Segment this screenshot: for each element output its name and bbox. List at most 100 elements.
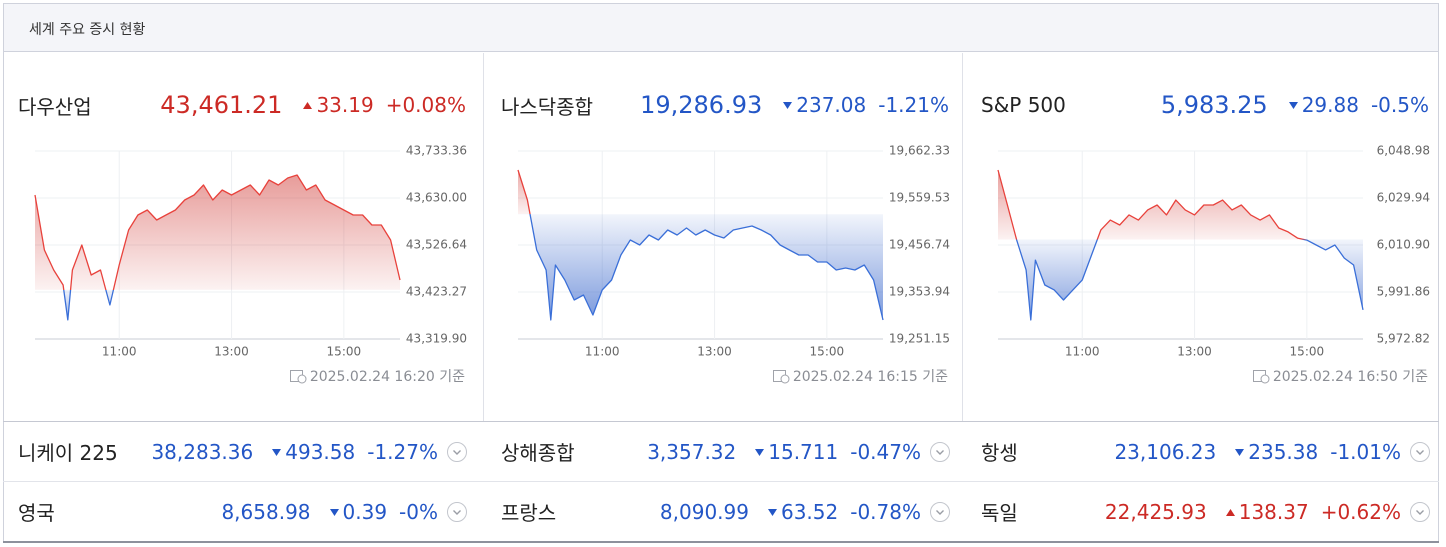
chevron <box>936 449 944 455</box>
separator <box>3 421 1439 422</box>
chevron <box>1416 509 1424 515</box>
line <box>34 174 401 321</box>
percent: -0% <box>399 499 438 524</box>
price: 5,983.25 <box>1160 91 1268 119</box>
direction-arrow <box>755 448 765 456</box>
arrow-shape <box>329 508 339 516</box>
area <box>998 170 1363 320</box>
percent: +0.08% <box>385 93 466 117</box>
quote-header: 나스닥종합 19,286.93 237.08 -1.21% <box>501 86 949 124</box>
index-name: 프랑스 <box>501 501 557 525</box>
y-tick-label: 5,991.86 <box>1377 285 1430 299</box>
price: 8,090.99 <box>659 499 749 524</box>
percent: -1.21% <box>878 93 949 117</box>
x-tick-label: 15:00 <box>1290 345 1325 359</box>
frame <box>3 52 1439 542</box>
arrow-shape <box>272 448 282 456</box>
arrow-shape <box>303 102 313 109</box>
calendar-icon <box>772 370 790 384</box>
quote-header: S&P 500 5,983.25 29.88 -0.5% <box>981 86 1429 124</box>
price: 43,461.21 <box>160 91 283 119</box>
y-tick-label: 19,251.15 <box>889 332 950 346</box>
line <box>517 169 884 321</box>
direction-arrow <box>1288 102 1298 109</box>
y-tick-label: 43,319.90 <box>406 332 467 346</box>
button-circle <box>1410 501 1430 522</box>
price: 38,283.36 <box>151 439 254 464</box>
percent: -1.01% <box>1330 439 1401 464</box>
expand-button[interactable] <box>1409 441 1431 463</box>
index-name: 영국 <box>18 501 55 525</box>
timestamp-text: 2025.02.24 16:20 기준 <box>309 369 465 385</box>
price: 23,106.23 <box>1114 439 1217 464</box>
direction-arrow <box>767 508 777 516</box>
percent: -0.5% <box>1370 93 1429 117</box>
divider <box>962 53 963 421</box>
button-circle <box>930 441 950 462</box>
header-title: 세계 주요 증시 현황 <box>29 22 146 38</box>
quote-row: 상해종합 3,357.32 15.711 -0.47% <box>501 422 951 481</box>
change: 0.39 <box>342 499 388 524</box>
expand-button[interactable] <box>1409 501 1431 523</box>
calendar-icon <box>1252 370 1270 384</box>
header: 세계 주요 증시 현황 <box>3 3 1439 52</box>
chevron <box>453 449 461 455</box>
y-tick-label: 19,353.94 <box>889 285 950 299</box>
y-tick-label: 43,630.00 <box>406 190 467 204</box>
line <box>997 169 1364 321</box>
separator <box>3 541 1439 543</box>
change: 138.37 <box>1238 499 1309 524</box>
calendar-icon <box>289 370 307 384</box>
index-name: 상해종합 <box>501 441 575 465</box>
y-tick-label: 43,733.36 <box>406 144 467 158</box>
change: 235.38 <box>1248 439 1319 464</box>
direction-arrow <box>1235 448 1245 456</box>
y-tick-label: 5,972.82 <box>1377 332 1430 346</box>
divider <box>483 53 484 421</box>
chevron <box>1416 449 1424 455</box>
chart: 19,662.33 19,559.53 19,456.74 19,353.94 19,2… <box>517 144 950 359</box>
change: 237.08 <box>796 93 867 117</box>
expand-button[interactable] <box>446 441 468 463</box>
percent: -1.27% <box>367 439 438 464</box>
arrow-shape <box>1225 508 1235 516</box>
direction-arrow <box>783 102 793 109</box>
icon-shape <box>297 374 307 384</box>
arrow-shape <box>1288 102 1298 109</box>
price: 19,286.93 <box>640 91 763 119</box>
quote-row: 독일 22,425.93 138.37 +0.62% <box>981 482 1431 541</box>
y-tick-label: 43,526.64 <box>406 237 467 251</box>
timestamp: 2025.02.24 16:15 기준 <box>683 366 948 386</box>
quote-row: 프랑스 8,090.99 63.52 -0.78% <box>501 482 951 541</box>
index-name: 니케이 225 <box>18 441 118 465</box>
button-circle <box>1410 441 1430 462</box>
change: 33.19 <box>316 93 374 117</box>
expand-button[interactable] <box>929 441 951 463</box>
separator <box>3 481 1439 482</box>
x-tick-label: 11:00 <box>102 345 137 359</box>
x-tick-label: 13:00 <box>1177 345 1212 359</box>
percent: -0.78% <box>850 499 921 524</box>
timestamp-text: 2025.02.24 16:15 기준 <box>792 369 948 385</box>
price: 8,658.98 <box>221 499 311 524</box>
price: 3,357.32 <box>647 439 737 464</box>
x-tick-label: 11:00 <box>585 345 620 359</box>
timestamp: 2025.02.24 16:50 기준 <box>1163 366 1428 386</box>
button-circle <box>930 501 950 522</box>
chevron <box>453 509 461 515</box>
area <box>35 175 400 320</box>
chart: 43,733.36 43,630.00 43,526.64 43,423.27 43,3… <box>34 144 467 359</box>
change: 15.711 <box>768 439 839 464</box>
change: 29.88 <box>1301 93 1359 117</box>
y-tick-label: 6,029.94 <box>1377 191 1430 205</box>
index-name: 다우산업 <box>18 94 92 119</box>
arrow-shape <box>1235 448 1245 456</box>
y-tick-label: 6,010.90 <box>1377 238 1430 252</box>
chart: 6,048.98 6,029.94 6,010.90 5,991.86 5,972.82… <box>997 144 1430 359</box>
y-tick-label: 19,559.53 <box>889 191 950 205</box>
direction-arrow <box>272 448 282 456</box>
expand-button[interactable] <box>446 501 468 523</box>
arrow-shape <box>767 508 777 516</box>
expand-button[interactable] <box>929 501 951 523</box>
button-circle <box>447 441 467 462</box>
